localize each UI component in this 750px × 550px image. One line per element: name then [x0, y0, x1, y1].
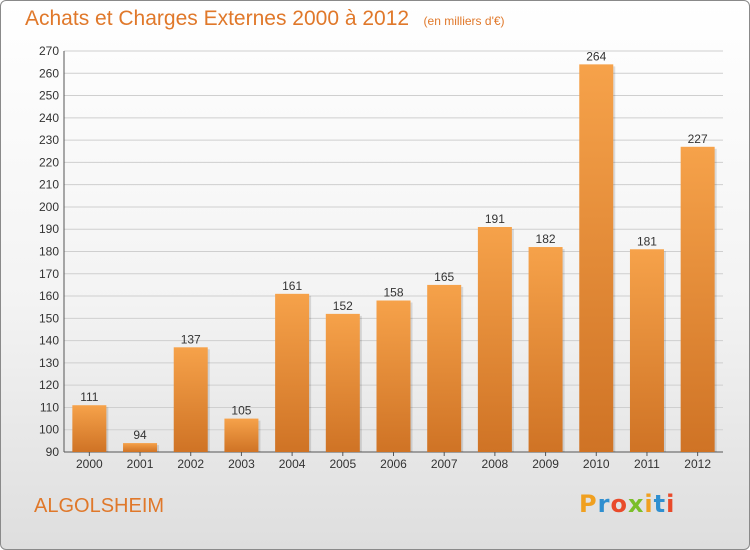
x-tick-label-2000: 2000	[76, 457, 103, 471]
y-tick-label: 90	[46, 445, 60, 459]
bar-2008	[477, 226, 512, 452]
data-label-2011: 181	[637, 234, 657, 248]
x-tick-label-2011: 2011	[634, 457, 660, 471]
chart-title: Achats et Charges Externes 2000 à 2012	[25, 7, 410, 30]
data-label-2000: 111	[80, 390, 99, 404]
y-tick-label: 210	[39, 178, 59, 192]
bar-2004	[275, 293, 310, 452]
bar-2005	[325, 313, 360, 452]
title-row: Achats et Charges Externes 2000 à 2012 (…	[25, 7, 505, 31]
data-label-2006: 158	[383, 286, 403, 300]
logo-letter: P	[579, 490, 598, 518]
logo-letter: i	[666, 490, 676, 518]
x-tick-label-2001: 2001	[127, 457, 154, 471]
bar-2012	[680, 146, 715, 453]
chart-subtitle: (en milliers d'€)	[423, 14, 505, 28]
x-tick-label-2002: 2002	[177, 457, 204, 471]
y-tick-label: 120	[39, 378, 59, 392]
x-tick-labels: 2000 2001 2002 2003 2004 2005 2006 2007 2008 2009…	[76, 452, 711, 471]
bar-2011	[629, 249, 664, 452]
data-label-2012: 227	[688, 132, 708, 146]
x-tick-label-2006: 2006	[380, 457, 407, 471]
y-tick-labels: 90 100 110 120 130 140 150 160 170 180 190 200 210 22…	[39, 44, 59, 459]
x-tick-label-2009: 2009	[532, 457, 559, 471]
y-tick-label: 130	[39, 356, 59, 370]
y-tick-label: 140	[39, 334, 59, 348]
data-label-2004: 161	[282, 279, 302, 293]
data-label-2001: 94	[133, 428, 147, 442]
y-tick-label: 250	[39, 89, 59, 103]
x-tick-label-2008: 2008	[482, 457, 509, 471]
bar-2009	[528, 247, 563, 452]
y-tick-label: 180	[39, 245, 59, 259]
y-tick-label: 150	[39, 311, 59, 325]
y-tick-label: 230	[39, 133, 59, 147]
bar-2001	[123, 443, 158, 452]
data-label-2005: 152	[333, 299, 353, 313]
bars	[72, 64, 717, 453]
x-tick-label-2010: 2010	[583, 457, 610, 471]
y-tick-label: 100	[39, 423, 59, 437]
y-tick-label: 190	[39, 222, 59, 236]
bar-2003	[224, 418, 259, 452]
logo-letter: x	[627, 490, 645, 518]
data-label-2002: 137	[181, 332, 201, 346]
data-labels: 111 94 137 105 161 152 158 165 191 182 264 181 227	[80, 49, 708, 442]
logo-letter: r	[597, 490, 611, 518]
logo-letter: i	[644, 490, 654, 518]
bar-2007	[427, 284, 462, 452]
data-label-2008: 191	[485, 212, 505, 226]
x-tick-label-2012: 2012	[684, 457, 711, 471]
data-label-2009: 182	[536, 232, 556, 246]
commune-name: ALGOLSHEIM	[34, 495, 165, 517]
y-tick-label: 160	[39, 289, 59, 303]
x-tick-label-2007: 2007	[431, 457, 458, 471]
bar-2006	[376, 300, 411, 452]
y-tick-label: 220	[39, 155, 59, 169]
logo-letter: t	[653, 490, 667, 518]
y-tick-label: 240	[39, 111, 59, 125]
proxiti-logo: Proxiti	[579, 490, 675, 518]
bar-2010	[579, 64, 614, 452]
y-tick-label: 110	[40, 400, 59, 414]
bar-2002	[173, 347, 208, 452]
x-tick-label-2003: 2003	[228, 457, 255, 471]
x-tick-label-2005: 2005	[329, 457, 356, 471]
logo-letter: o	[610, 490, 628, 518]
x-tick-label-2004: 2004	[279, 457, 306, 471]
bar-2000	[72, 405, 107, 452]
data-label-2007: 165	[434, 270, 454, 284]
data-label-2010: 264	[586, 49, 606, 63]
data-label-2003: 105	[231, 404, 251, 418]
y-tick-label: 200	[39, 200, 59, 214]
y-tick-label: 170	[39, 267, 59, 281]
y-tick-label: 260	[39, 66, 59, 80]
y-tick-label: 270	[39, 44, 59, 58]
